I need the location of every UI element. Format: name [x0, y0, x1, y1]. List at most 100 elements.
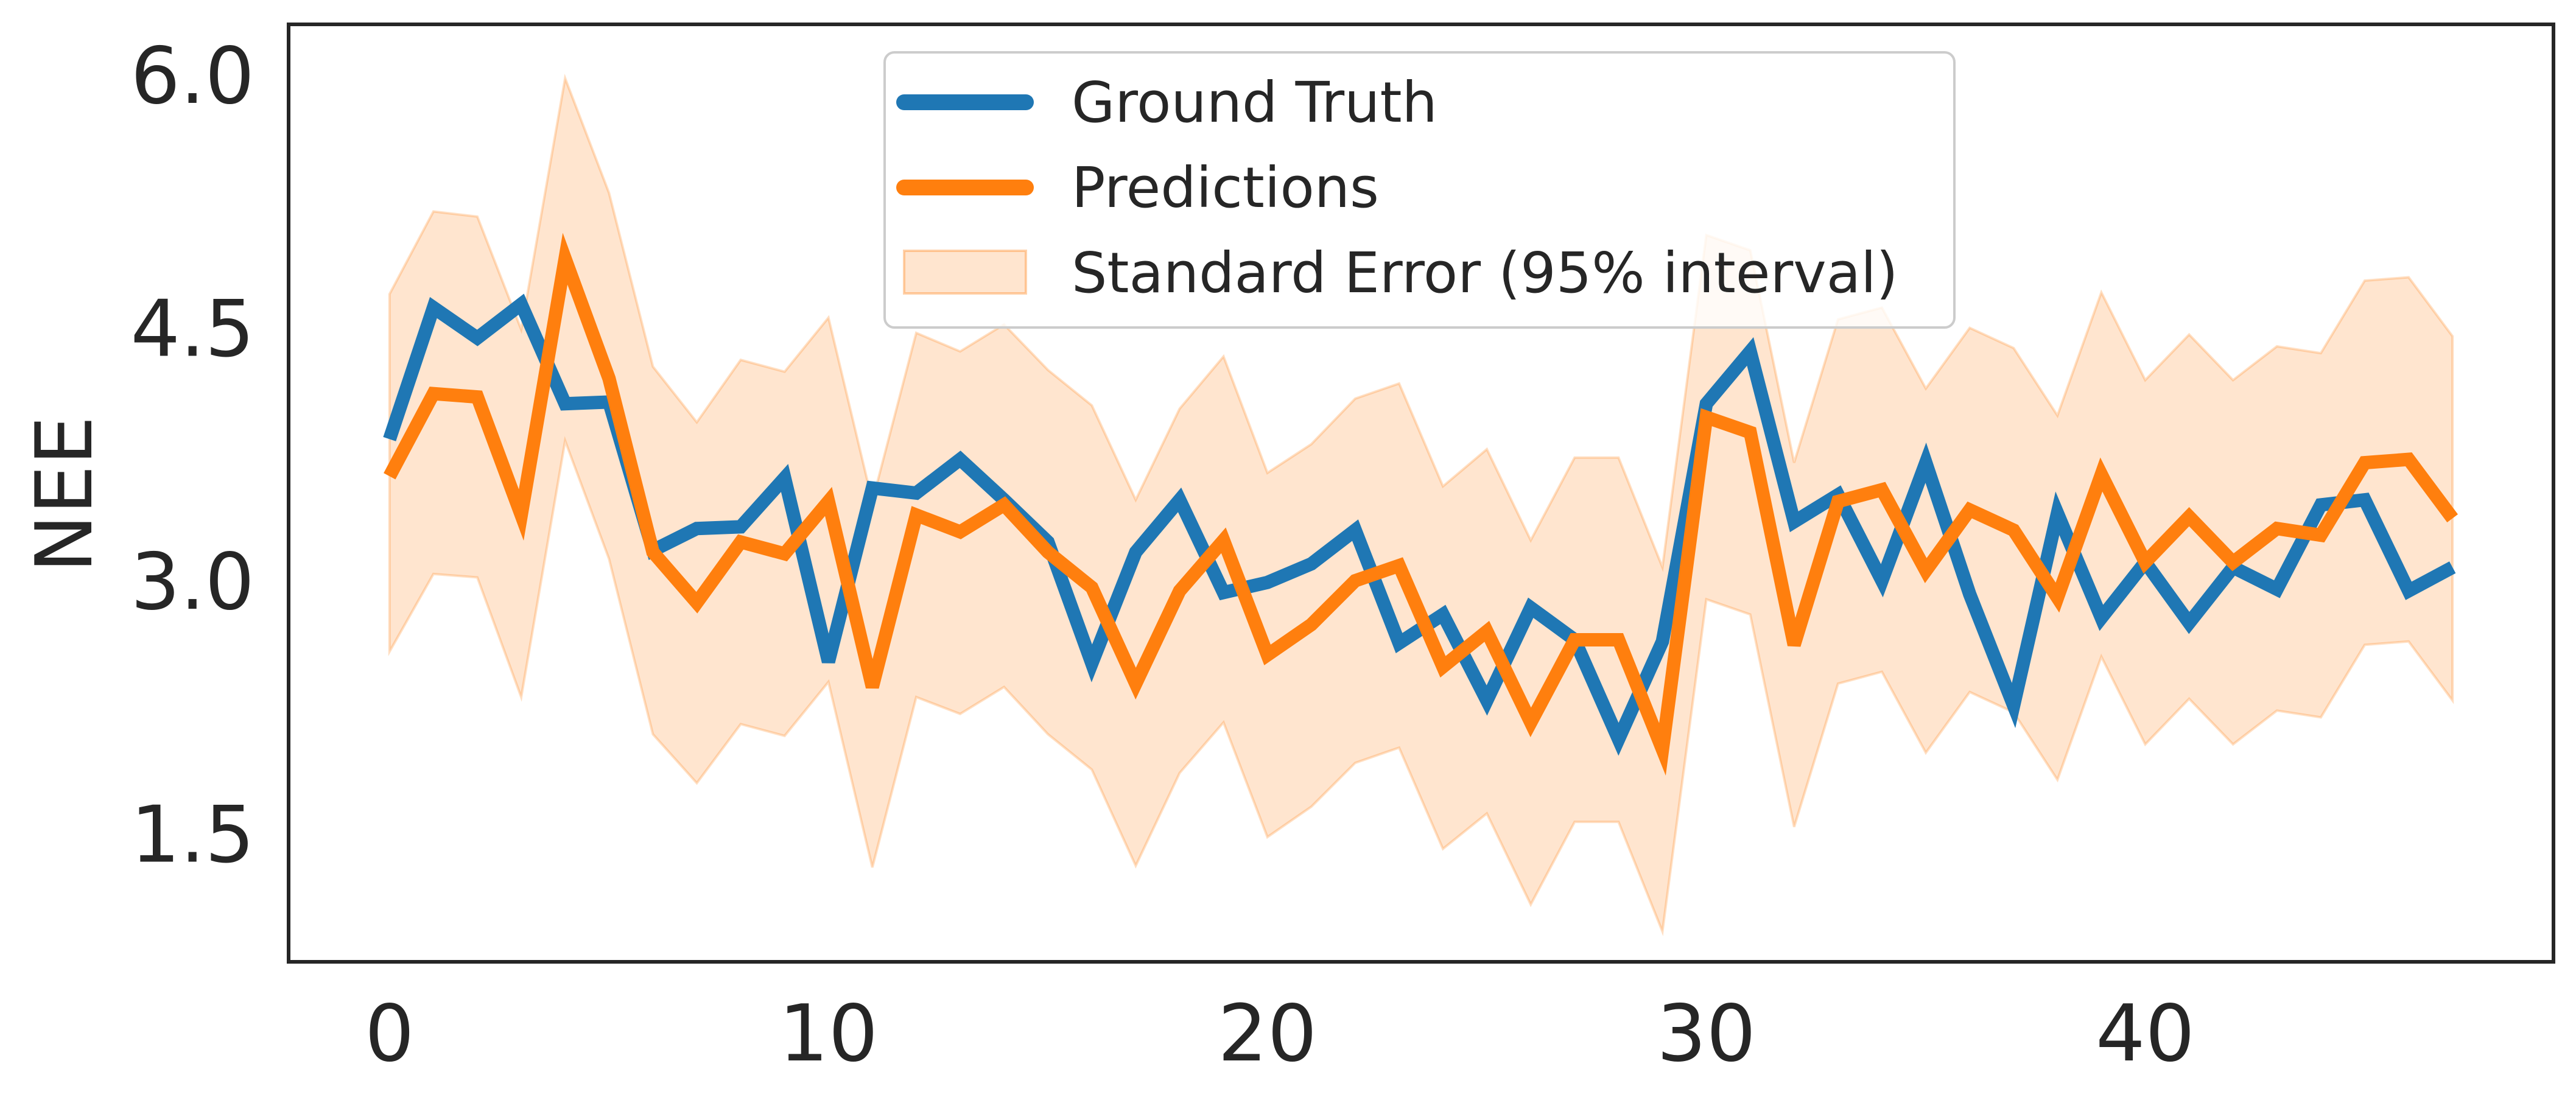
ground-truth-point: [2100, 617, 2102, 618]
predictions-point: [1662, 749, 1663, 750]
ground-truth-point: [1530, 607, 1531, 608]
series-layer: [383, 233, 2458, 776]
ground-truth-point: [1662, 641, 1663, 642]
ground-truth-point: [872, 488, 873, 489]
ground-truth-point: [564, 403, 566, 404]
predictions-point: [2276, 528, 2278, 529]
ground-truth-point: [784, 477, 785, 478]
predictions-point: [564, 258, 566, 259]
predictions-point: [1311, 624, 1312, 625]
predictions-point: [1442, 666, 1444, 667]
y-tick-label: 4.5: [130, 284, 254, 375]
ground-truth-point: [1399, 643, 1400, 644]
ground-truth-point: [960, 459, 961, 460]
predictions-point: [697, 602, 698, 603]
ground-truth-point: [1750, 351, 1751, 352]
ground-truth-point: [1618, 738, 1619, 740]
predictions-point: [2145, 562, 2146, 563]
ground-truth-point: [916, 492, 917, 494]
ground-truth-point: [1881, 580, 1883, 581]
ground-truth-point: [1706, 403, 1707, 404]
predictions-point: [2320, 534, 2322, 536]
ground-truth-point: [1355, 530, 1356, 531]
predictions-point: [828, 501, 829, 502]
x-tick-label: 20: [1218, 989, 1317, 1079]
ground-truth-point: [2189, 622, 2190, 623]
ground-truth-point: [697, 528, 698, 529]
predictions-point: [1047, 552, 1048, 553]
ground-truth-point: [1267, 582, 1268, 583]
predictions-point: [1223, 540, 1224, 541]
predictions-point: [1750, 432, 1751, 433]
ground-truth-point: [1794, 521, 1795, 522]
predictions-point: [608, 378, 609, 379]
x-axis: 0 10 20 30 40: [365, 989, 2195, 1079]
ground-truth-point: [1442, 614, 1444, 615]
x-tick-label: 10: [779, 989, 878, 1079]
ground-truth-point: [2364, 499, 2365, 500]
predictions-line: [384, 233, 2458, 776]
legend-label-standard-error: Standard Error (95% interval): [1072, 240, 1898, 306]
predictions-point: [1706, 416, 1707, 418]
legend: Ground Truth Predictions Standard Error …: [883, 51, 1956, 329]
standard-error-band: [388, 74, 2454, 936]
ground-truth-point: [2452, 567, 2453, 568]
ground-truth-point: [1311, 563, 1312, 564]
ground-truth-point: [1179, 499, 1181, 500]
ground-truth-point: [2057, 513, 2058, 514]
x-tick-label: 40: [2096, 989, 2195, 1079]
predictions-point: [1969, 510, 1970, 511]
predictions-point: [389, 475, 390, 477]
predictions-point: [960, 531, 961, 533]
x-tick-label: 0: [365, 989, 414, 1079]
ground-truth-point: [389, 438, 390, 440]
predictions-point: [1881, 489, 1883, 491]
legend-swatch-standard-error: [903, 250, 1027, 295]
predictions-point: [477, 396, 478, 398]
x-tick-label: 30: [1657, 989, 1756, 1079]
predictions-point: [1135, 683, 1136, 684]
predictions-point: [872, 687, 873, 688]
y-tick-label: 6.0: [130, 31, 254, 122]
ground-truth-point: [2320, 504, 2322, 505]
plot-frame: [287, 23, 2555, 964]
predictions-point: [2452, 518, 2453, 519]
predictions-point: [1837, 501, 1839, 502]
predictions-point: [1355, 580, 1356, 581]
legend-box: [883, 51, 1956, 329]
predictions-point: [2233, 562, 2234, 563]
predictions-point: [2013, 530, 2014, 531]
predictions-point: [1486, 631, 1487, 632]
predictions-point: [2100, 474, 2102, 475]
y-tick-label: 1.5: [130, 790, 254, 881]
predictions-point: [1794, 644, 1795, 645]
ground-truth-point: [740, 526, 742, 527]
ground-truth-point: [521, 304, 522, 305]
y-axis: 1.5 3.0 4.5 6.0: [130, 31, 254, 880]
predictions-point: [784, 553, 785, 555]
ground-truth-point: [1091, 663, 1092, 664]
predictions-point: [521, 514, 522, 516]
predictions-point: [1179, 590, 1181, 592]
predictions-point: [1574, 639, 1575, 640]
ground-truth-point: [2013, 705, 2014, 706]
interval-layer: [388, 74, 2454, 936]
predictions-point: [2364, 462, 2365, 463]
ground-truth-point: [1223, 592, 1224, 593]
predictions-point: [1267, 654, 1268, 656]
ground-truth-point: [2276, 589, 2278, 590]
legend-label-predictions: Predictions: [1072, 155, 1379, 220]
predictions-point: [1399, 565, 1400, 566]
legend-label-ground-truth: Ground Truth: [1072, 70, 1437, 135]
ground-truth-point: [2408, 590, 2409, 592]
predictions-point: [1091, 587, 1092, 588]
predictions-point: [652, 552, 653, 553]
predictions-point: [433, 393, 434, 394]
ground-truth-point: [1925, 462, 1926, 463]
predictions-point: [1003, 504, 1005, 505]
ground-truth-point: [1135, 552, 1136, 553]
ground-truth-point: [477, 337, 478, 338]
predictions-point: [2189, 516, 2190, 517]
ground-truth-point: [433, 307, 434, 308]
